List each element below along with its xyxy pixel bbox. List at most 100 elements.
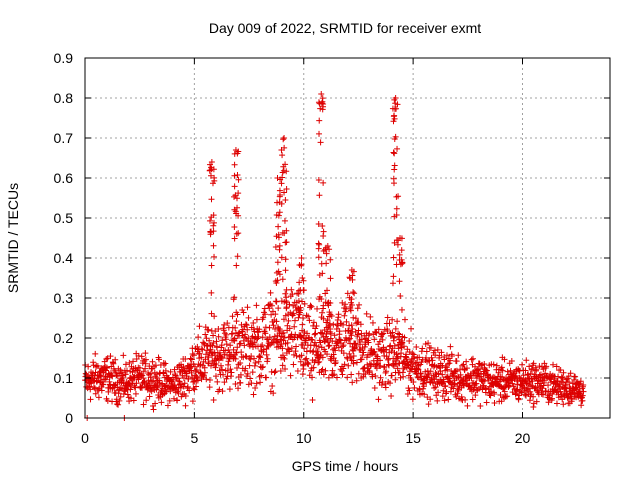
data-point <box>375 326 382 333</box>
data-point <box>280 354 287 361</box>
data-point <box>243 353 250 360</box>
data-point <box>390 149 397 156</box>
data-point <box>365 339 372 346</box>
data-point <box>389 361 396 368</box>
data-point <box>377 363 384 370</box>
data-point <box>213 338 220 345</box>
data-point <box>92 390 99 397</box>
data-point <box>432 384 439 391</box>
y-tick-label: 0.2 <box>54 330 74 346</box>
data-point <box>278 333 285 340</box>
data-point <box>358 356 365 363</box>
data-point <box>406 387 413 394</box>
data-point <box>154 383 161 390</box>
data-point <box>287 372 294 379</box>
x-axis-label: GPS time / hours <box>292 458 399 474</box>
data-point <box>447 357 454 364</box>
data-point <box>339 343 346 350</box>
data-point <box>455 352 462 359</box>
data-point <box>223 341 230 348</box>
data-point <box>458 396 465 403</box>
x-tick-label: 20 <box>515 430 531 446</box>
data-point <box>443 352 450 359</box>
data-point <box>273 233 280 240</box>
data-point <box>336 328 343 335</box>
data-point <box>256 326 263 333</box>
chart-title: Day 009 of 2022, SRMTID for receiver exm… <box>209 20 481 36</box>
data-point <box>192 368 199 375</box>
data-point <box>472 363 479 370</box>
data-point <box>260 346 267 353</box>
data-point <box>299 321 306 328</box>
data-point <box>298 261 305 268</box>
data-point <box>579 392 586 399</box>
data-point <box>102 376 109 383</box>
data-point <box>182 355 189 362</box>
data-point <box>384 327 391 334</box>
data-point <box>353 359 360 366</box>
data-point <box>342 308 349 315</box>
data-point <box>557 366 564 373</box>
data-point <box>523 380 530 387</box>
data-point <box>212 328 219 335</box>
data-point <box>248 353 255 360</box>
data-point <box>388 392 395 399</box>
data-point <box>391 239 398 246</box>
data-point <box>309 374 316 381</box>
data-point <box>143 397 150 404</box>
data-point <box>331 332 338 339</box>
data-point <box>408 325 415 332</box>
data-point <box>515 396 522 403</box>
data-point <box>363 310 370 317</box>
data-point <box>237 371 244 378</box>
x-tick-label: 15 <box>405 430 421 446</box>
data-point <box>244 326 251 333</box>
data-point <box>313 342 320 349</box>
data-point <box>312 330 319 337</box>
data-point <box>227 342 234 349</box>
data-point <box>199 346 206 353</box>
data-point <box>319 309 326 316</box>
data-point <box>383 368 390 375</box>
data-point <box>398 350 405 357</box>
axis-ticks <box>84 57 610 419</box>
data-point <box>366 369 373 376</box>
data-point <box>280 136 287 143</box>
data-point <box>279 152 286 159</box>
data-point <box>227 373 234 380</box>
data-point <box>223 331 230 338</box>
data-point <box>228 369 235 376</box>
data-point <box>215 326 222 333</box>
data-point <box>295 297 302 304</box>
data-point <box>216 349 223 356</box>
data-point <box>140 375 147 382</box>
data-point <box>259 342 266 349</box>
data-point <box>418 373 425 380</box>
data-point <box>361 364 368 371</box>
data-point <box>507 367 514 374</box>
data-point <box>320 371 327 378</box>
y-tick-label: 0.9 <box>54 50 74 66</box>
data-point <box>315 240 322 247</box>
data-point <box>195 334 202 341</box>
data-point <box>244 304 251 311</box>
data-point <box>260 314 267 321</box>
data-point <box>142 350 149 357</box>
data-point <box>301 345 308 352</box>
data-point <box>231 294 238 301</box>
data-point <box>283 168 290 175</box>
data-point <box>326 320 333 327</box>
data-point <box>475 370 482 377</box>
data-point <box>501 356 508 363</box>
data-point <box>351 290 358 297</box>
data-point <box>349 272 356 279</box>
data-point <box>423 348 430 355</box>
data-point <box>95 394 102 401</box>
data-point <box>468 356 475 363</box>
data-point <box>469 355 476 362</box>
data-point <box>252 384 259 391</box>
data-point <box>458 393 465 400</box>
data-point <box>559 396 566 403</box>
data-point <box>129 369 136 376</box>
data-point <box>256 373 263 380</box>
